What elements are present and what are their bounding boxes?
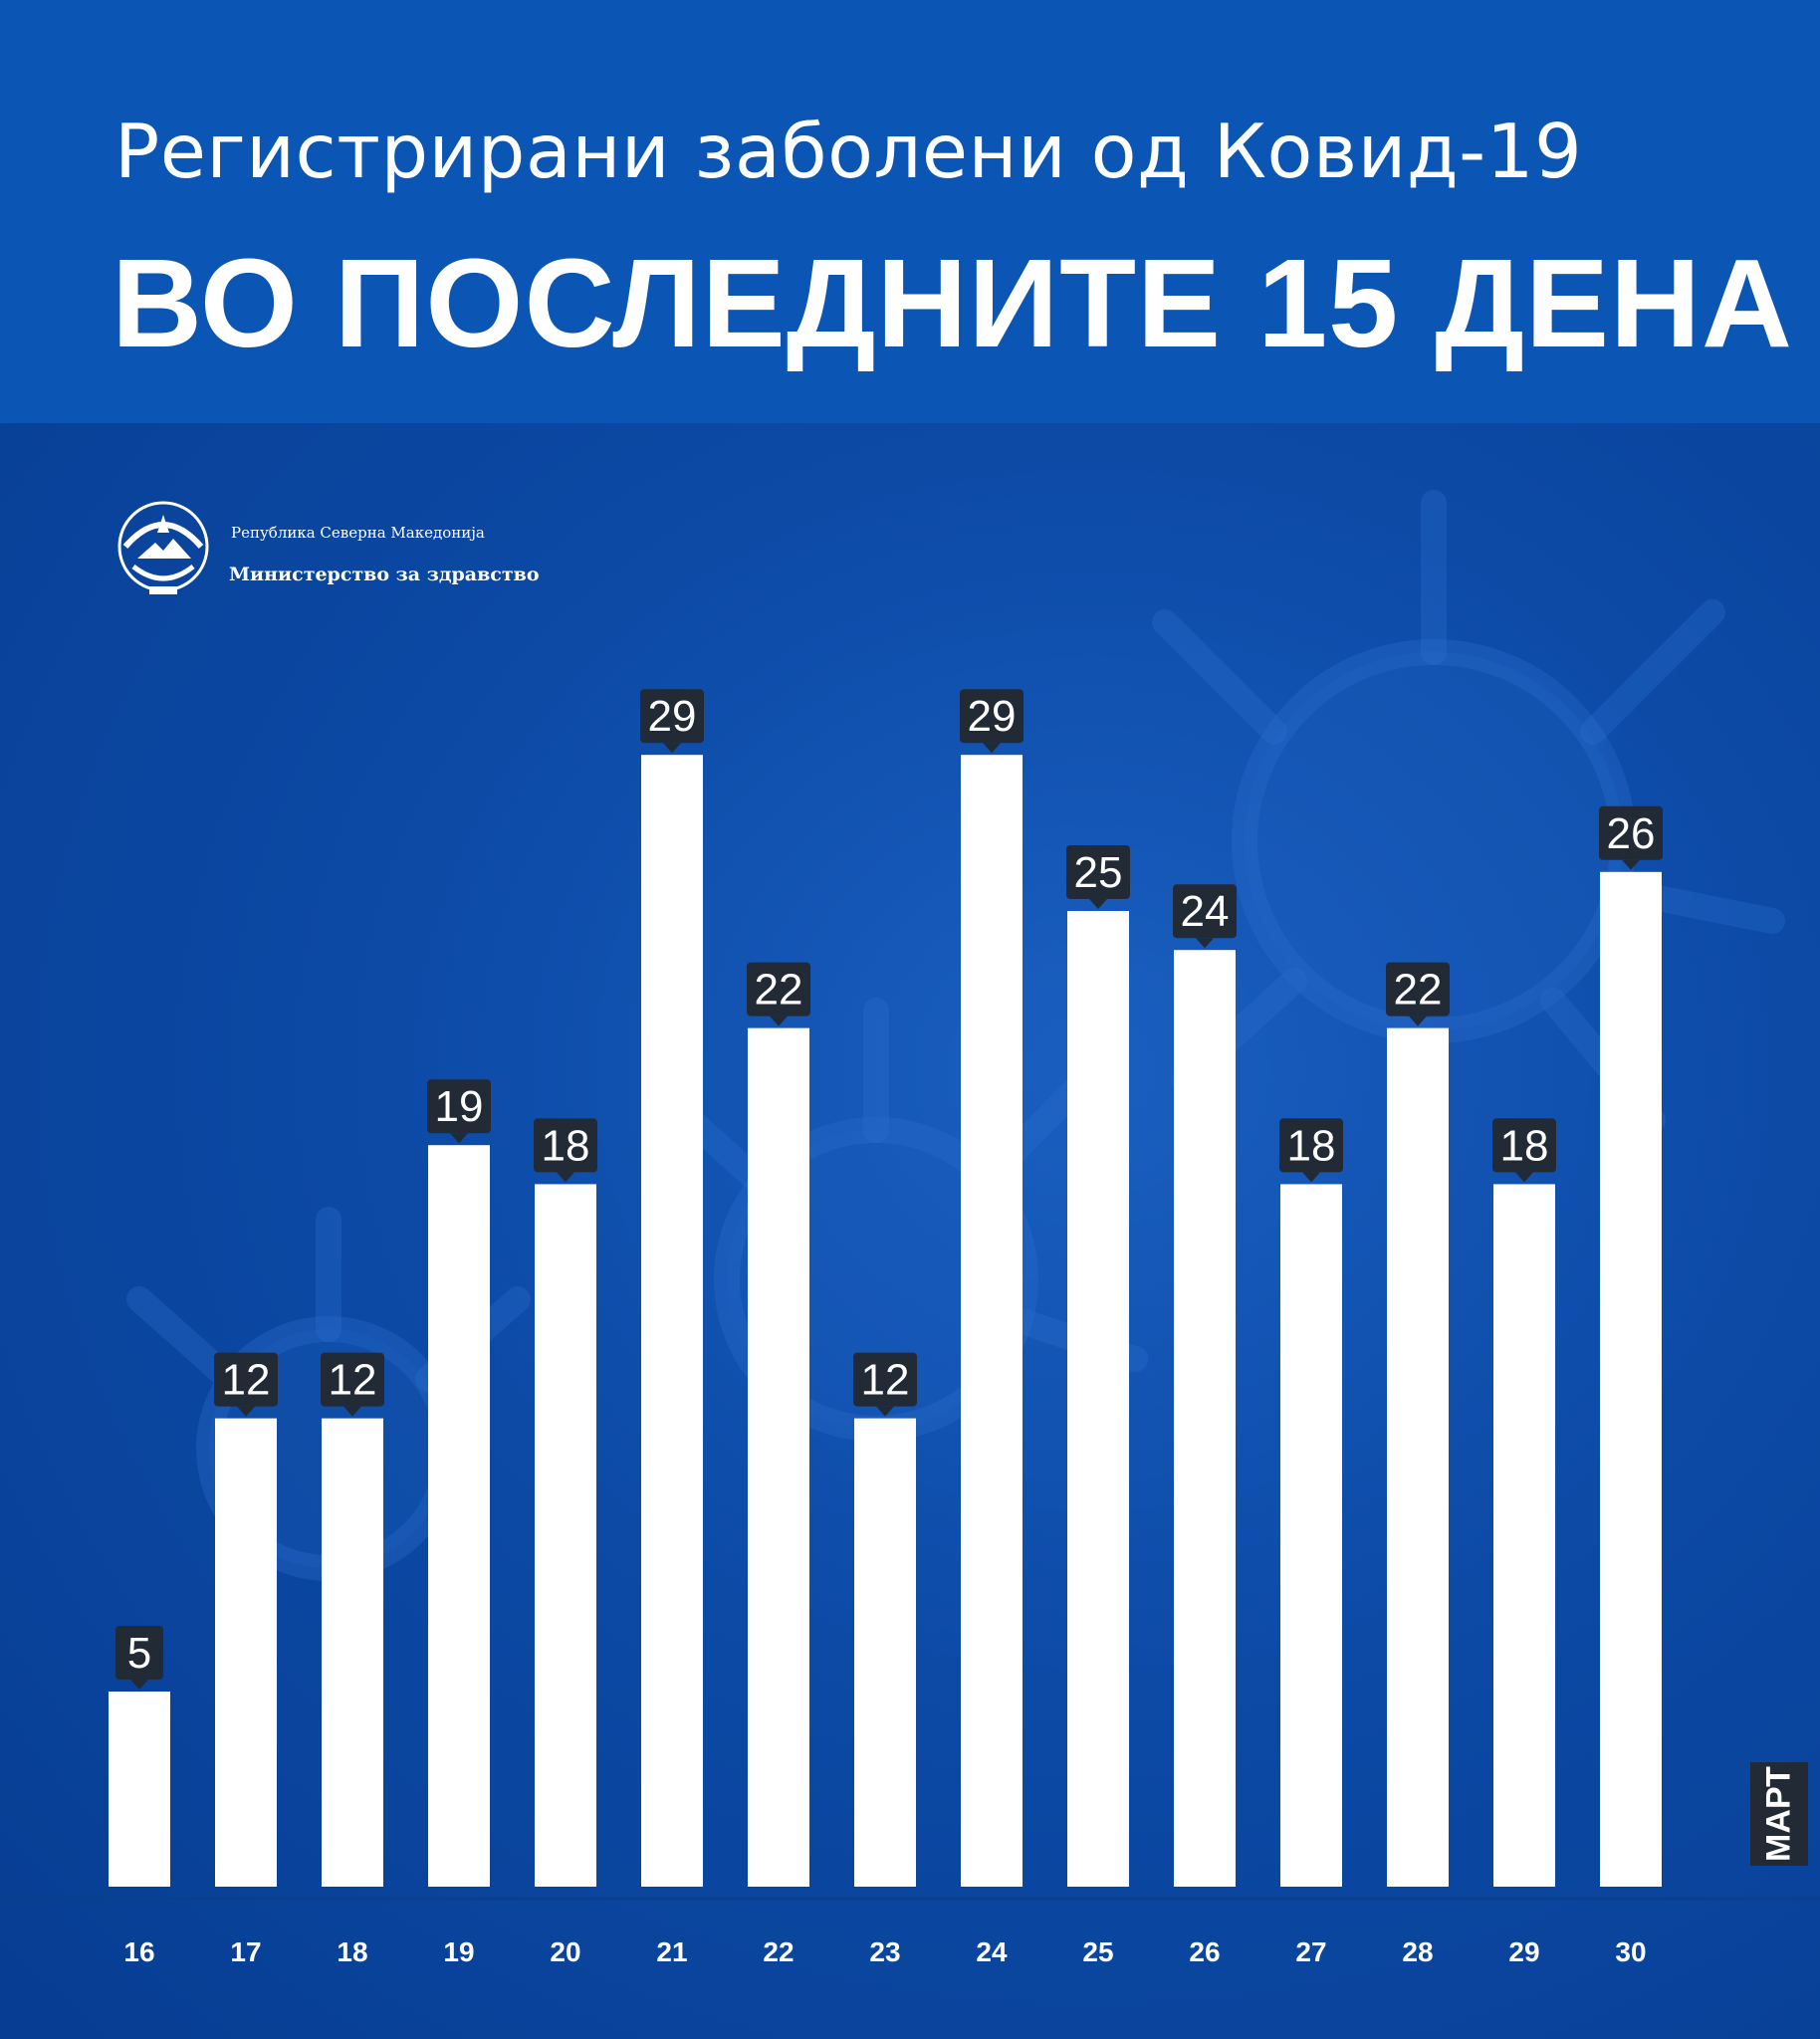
data-label-pointer — [1302, 1172, 1320, 1183]
x-tick-label: 19 — [443, 1936, 474, 1967]
data-label: 22 — [755, 966, 803, 1015]
data-label: 29 — [968, 692, 1017, 741]
logo-country-name: Република Северна Македонија — [231, 524, 485, 542]
data-label: 12 — [222, 1356, 271, 1405]
data-label: 26 — [1607, 809, 1656, 858]
x-tick-label: 27 — [1295, 1936, 1326, 1967]
data-label: 22 — [1394, 966, 1443, 1015]
x-tick-label: 22 — [763, 1936, 794, 1967]
x-tick-label: 18 — [337, 1936, 367, 1967]
x-tick-label: 24 — [976, 1936, 1008, 1967]
data-label-pointer — [130, 1680, 148, 1690]
data-label: 12 — [329, 1356, 377, 1405]
month-label: МАРТ — [1759, 1766, 1798, 1862]
data-label: 12 — [861, 1356, 910, 1405]
x-tick-label: 20 — [550, 1936, 580, 1967]
data-label-box — [1599, 805, 1663, 860]
bar — [109, 1692, 170, 1887]
data-label-box — [534, 1118, 597, 1173]
data-label-box — [115, 1626, 163, 1680]
data-label: 25 — [1074, 848, 1123, 897]
bar — [1493, 1184, 1555, 1887]
bar — [535, 1184, 596, 1887]
month-badge: МАРТ — [1750, 1762, 1808, 1866]
data-label-pointer — [1089, 899, 1107, 909]
data-label-pointer — [1409, 1016, 1427, 1026]
bar — [215, 1418, 277, 1887]
x-tick-label: 25 — [1082, 1936, 1113, 1967]
bar — [1600, 871, 1662, 1887]
data-label-pointer — [983, 743, 1001, 754]
bar — [1174, 950, 1236, 1887]
data-label-box — [960, 689, 1024, 744]
bar — [1387, 1027, 1449, 1887]
data-label-box — [1386, 962, 1450, 1017]
data-label-pointer — [557, 1172, 574, 1183]
data-label-pointer — [237, 1406, 255, 1417]
x-tick-label: 23 — [869, 1936, 900, 1967]
header-band: Регистрирани заболени од Ковид-19 ВО ПОС… — [0, 0, 1820, 423]
data-label-pointer — [770, 1016, 788, 1026]
data-label-pointer — [876, 1406, 894, 1417]
data-label-box — [747, 962, 810, 1017]
bar — [854, 1418, 916, 1887]
data-label-box — [640, 689, 704, 744]
data-label-pointer — [1515, 1172, 1533, 1183]
chart-subtitle: Регистрирани заболени од Ковид-19 — [114, 108, 1583, 195]
data-label-box — [1066, 845, 1130, 899]
data-label-box — [853, 1352, 917, 1407]
bar — [322, 1418, 383, 1887]
x-tick-label: 17 — [230, 1936, 261, 1967]
x-tick-label: 30 — [1615, 1936, 1646, 1967]
data-label: 18 — [542, 1121, 590, 1170]
x-tick-label: 16 — [123, 1936, 154, 1967]
data-label-pointer — [343, 1406, 361, 1417]
bar — [961, 755, 1023, 1888]
bar — [641, 755, 703, 1888]
data-label-box — [214, 1352, 278, 1407]
bar — [1067, 911, 1129, 1887]
data-label-pointer — [1622, 859, 1640, 870]
data-label-box — [321, 1352, 384, 1407]
logo-ministry-name: Министерство за здравство — [229, 564, 540, 585]
data-label: 18 — [1287, 1121, 1336, 1170]
data-label-box — [1279, 1118, 1343, 1173]
chart-title: ВО ПОСЛЕДНИТЕ 15 ДЕНА — [112, 233, 1794, 373]
data-label-box — [427, 1079, 491, 1134]
data-label-pointer — [1196, 938, 1214, 949]
data-label-pointer — [663, 743, 681, 754]
data-label: 19 — [435, 1082, 484, 1131]
coat-of-arms-logo — [117, 501, 209, 594]
x-tick-label: 21 — [656, 1936, 687, 1967]
data-label: 5 — [127, 1629, 151, 1678]
data-label: 18 — [1500, 1121, 1549, 1170]
x-tick-label: 28 — [1402, 1936, 1433, 1967]
data-label: 29 — [648, 692, 697, 741]
bar — [1280, 1184, 1342, 1887]
data-label-pointer — [450, 1133, 468, 1144]
x-tick-label: 29 — [1508, 1936, 1539, 1967]
data-label-box — [1492, 1118, 1556, 1173]
x-tick-label: 26 — [1189, 1936, 1220, 1967]
bar — [748, 1027, 809, 1887]
data-label: 24 — [1181, 887, 1230, 936]
data-label-box — [1173, 884, 1237, 939]
bar — [428, 1145, 490, 1887]
